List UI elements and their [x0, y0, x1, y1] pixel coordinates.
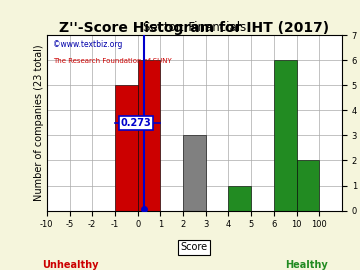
- Text: ©www.textbiz.org: ©www.textbiz.org: [53, 40, 122, 49]
- Bar: [229, 185, 251, 211]
- Text: 0.273: 0.273: [121, 118, 151, 128]
- Text: Unhealthy: Unhealthy: [42, 260, 99, 270]
- Bar: [138, 60, 160, 211]
- Bar: [297, 160, 319, 211]
- Bar: [183, 135, 206, 211]
- Bar: [115, 85, 138, 211]
- Title: Z''-Score Histogram for IHT (2017): Z''-Score Histogram for IHT (2017): [59, 21, 329, 35]
- Bar: [274, 60, 297, 211]
- Text: Sector: Financials: Sector: Financials: [143, 21, 246, 34]
- Text: The Research Foundation of SUNY: The Research Foundation of SUNY: [53, 58, 171, 64]
- Text: Score: Score: [181, 242, 208, 252]
- Text: Healthy: Healthy: [285, 260, 328, 270]
- Y-axis label: Number of companies (23 total): Number of companies (23 total): [34, 45, 44, 201]
